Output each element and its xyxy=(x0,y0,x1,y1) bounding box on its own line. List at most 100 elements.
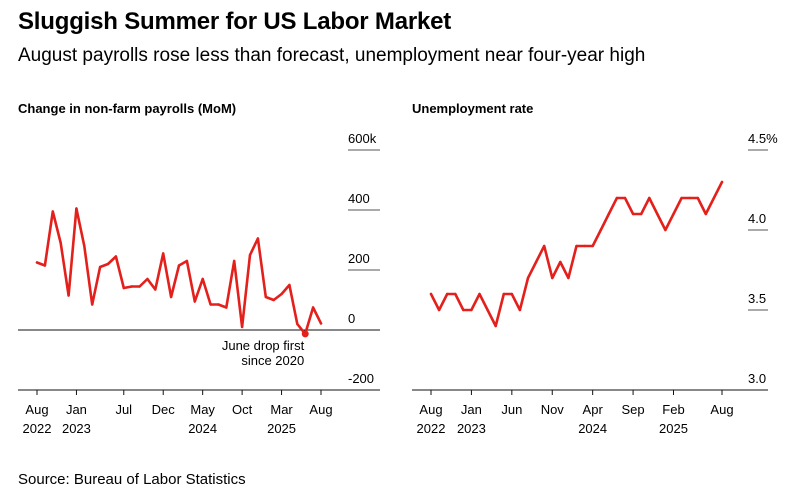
unemployment-data-point xyxy=(438,309,440,311)
payrolls-annotation-dot xyxy=(302,330,309,337)
unemployment-x-tick-label: Jun xyxy=(501,402,522,417)
payrolls-data-point xyxy=(217,303,219,305)
payrolls-data-point xyxy=(107,263,109,265)
unemployment-data-point xyxy=(583,245,585,247)
unemployment-data-point xyxy=(688,197,690,199)
unemployment-data-point xyxy=(511,293,513,295)
payrolls-data-point xyxy=(91,303,93,305)
payrolls-data-point xyxy=(312,306,314,308)
payrolls-data-point xyxy=(241,326,243,328)
unemployment-y-tick-label: 3.0 xyxy=(748,371,766,386)
unemployment-x-tick-year: 2023 xyxy=(457,421,486,436)
payrolls-data-point xyxy=(320,322,322,324)
payrolls-data-point xyxy=(115,255,117,257)
unemployment-data-point xyxy=(543,245,545,247)
payrolls-data-point xyxy=(75,207,77,209)
unemployment-x-tick-label: Aug xyxy=(710,402,733,417)
payrolls-data-point xyxy=(170,296,172,298)
unemployment-data-point xyxy=(624,197,626,199)
unemployment-panel-title: Unemployment rate xyxy=(412,101,533,116)
unemployment-data-point xyxy=(519,309,521,311)
unemployment-data-point xyxy=(551,277,553,279)
chart-canvas: Change in non-farm payrolls (MoM) -20002… xyxy=(0,0,790,495)
payrolls-data-point xyxy=(52,210,54,212)
payrolls-data-point xyxy=(130,285,132,287)
payrolls-x-tick-label: Jul xyxy=(115,402,132,417)
unemployment-data-point xyxy=(462,309,464,311)
unemployment-panel: Unemployment rate 3.0 3.5 4.0 4.5% Aug 2022 Ja… xyxy=(412,101,778,436)
unemployment-data-point xyxy=(616,197,618,199)
unemployment-data-point xyxy=(697,197,699,199)
payrolls-x-tick-year: 2022 xyxy=(23,421,52,436)
payrolls-data-point xyxy=(296,323,298,325)
unemployment-x-tick-year: 2025 xyxy=(659,421,688,436)
unemployment-x-tick-label: Sep xyxy=(622,402,645,417)
unemployment-data-point xyxy=(486,309,488,311)
payrolls-data-point xyxy=(233,260,235,262)
payrolls-y-tick-label: 600k xyxy=(348,131,377,146)
unemployment-x-tick-year: 2022 xyxy=(417,421,446,436)
payrolls-data-point xyxy=(265,296,267,298)
unemployment-x-tick-year: 2024 xyxy=(578,421,607,436)
unemployment-data-point xyxy=(632,213,634,215)
payrolls-x-tick-label: May xyxy=(190,402,215,417)
source-note: Source: Bureau of Labor Statistics xyxy=(18,471,246,488)
payrolls-series-line xyxy=(37,209,321,334)
unemployment-y-tick-label: 4.5% xyxy=(748,131,778,146)
payrolls-x-tick-label: Aug xyxy=(309,402,332,417)
payrolls-data-point xyxy=(67,294,69,296)
unemployment-data-point xyxy=(608,213,610,215)
unemployment-y-tick-label: 3.5 xyxy=(748,291,766,306)
payrolls-x-tick-label: Oct xyxy=(232,402,253,417)
unemployment-data-point xyxy=(494,325,496,327)
payrolls-data-point xyxy=(280,293,282,295)
payrolls-data-point xyxy=(194,300,196,302)
payrolls-data-point xyxy=(36,261,38,263)
unemployment-data-point xyxy=(470,309,472,311)
payrolls-data-point xyxy=(83,245,85,247)
unemployment-data-point xyxy=(648,197,650,199)
unemployment-data-point xyxy=(567,277,569,279)
payrolls-x-tick-year: 2023 xyxy=(62,421,91,436)
payrolls-data-point xyxy=(146,278,148,280)
unemployment-data-point xyxy=(680,197,682,199)
payrolls-y-tick-label: 400 xyxy=(348,191,370,206)
unemployment-data-point xyxy=(640,213,642,215)
unemployment-series-line xyxy=(431,182,722,326)
payrolls-data-point xyxy=(162,252,164,254)
unemployment-data-point xyxy=(454,293,456,295)
payrolls-data-point xyxy=(288,284,290,286)
payrolls-data-point xyxy=(59,242,61,244)
payrolls-y-tick-label: 200 xyxy=(348,251,370,266)
unemployment-x-tick-label: Apr xyxy=(583,402,604,417)
payrolls-y-tick-label: 0 xyxy=(348,311,355,326)
unemployment-data-point xyxy=(721,181,723,183)
unemployment-y-tick-label: 4.0 xyxy=(748,211,766,226)
payrolls-y-tick-label: -200 xyxy=(348,371,374,386)
payrolls-data-point xyxy=(178,264,180,266)
payrolls-x-tick-label: Aug xyxy=(25,402,48,417)
payrolls-data-point xyxy=(249,254,251,256)
unemployment-data-point xyxy=(600,229,602,231)
payrolls-data-point xyxy=(209,303,211,305)
unemployment-data-point xyxy=(705,213,707,215)
payrolls-data-point xyxy=(123,287,125,289)
unemployment-data-point xyxy=(559,261,561,263)
unemployment-x-tick-label: Jan xyxy=(461,402,482,417)
payrolls-data-point xyxy=(99,266,101,268)
unemployment-data-point xyxy=(446,293,448,295)
payrolls-data-point xyxy=(257,237,259,239)
payrolls-data-point xyxy=(225,306,227,308)
unemployment-data-point xyxy=(527,277,529,279)
payrolls-data-point xyxy=(44,264,46,266)
unemployment-data-point xyxy=(664,229,666,231)
payrolls-panel: Change in non-farm payrolls (MoM) -200 0 2… xyxy=(18,101,380,436)
payrolls-annotation-text: June drop first xyxy=(222,338,305,353)
payrolls-data-point xyxy=(186,260,188,262)
payrolls-x-tick-year: 2025 xyxy=(267,421,296,436)
unemployment-data-point xyxy=(478,293,480,295)
unemployment-data-point xyxy=(713,197,715,199)
unemployment-data-point xyxy=(535,261,537,263)
unemployment-data-point xyxy=(575,245,577,247)
payrolls-data-point xyxy=(201,278,203,280)
